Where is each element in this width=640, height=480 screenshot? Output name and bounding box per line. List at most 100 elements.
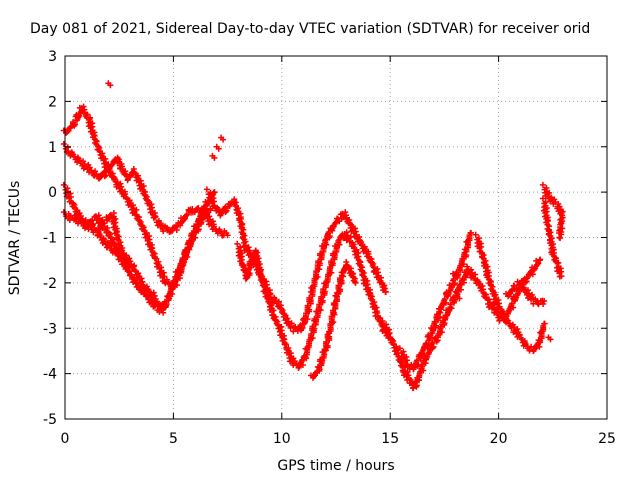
data-point	[161, 273, 168, 280]
data-point	[316, 366, 323, 373]
data-point	[326, 328, 333, 335]
data-point	[90, 220, 97, 227]
data-point	[325, 229, 332, 236]
data-point	[529, 271, 536, 278]
data-point	[439, 301, 446, 308]
data-point	[275, 298, 282, 305]
data-point	[98, 217, 105, 224]
data-point	[130, 202, 137, 209]
data-point	[469, 269, 476, 276]
data-point	[330, 223, 337, 230]
data-point	[181, 216, 188, 223]
data-point	[95, 212, 102, 219]
data-point	[514, 325, 521, 332]
data-point	[421, 344, 428, 351]
data-point	[377, 279, 384, 286]
data-point	[302, 353, 309, 360]
data-point	[184, 249, 191, 256]
data-point	[433, 322, 440, 329]
data-point	[106, 166, 113, 173]
data-point	[265, 298, 272, 305]
y-tick-label: -1	[43, 231, 57, 247]
data-point	[318, 251, 325, 258]
data-point	[464, 263, 471, 270]
data-point	[133, 206, 140, 213]
data-point	[407, 377, 414, 383]
data-point	[429, 326, 436, 333]
data-point	[311, 275, 318, 282]
data-point	[165, 292, 172, 299]
data-point	[338, 277, 345, 284]
data-point	[60, 209, 67, 216]
data-point	[382, 288, 389, 295]
data-point	[420, 367, 427, 374]
data-point	[126, 198, 133, 205]
data-point	[134, 174, 141, 181]
y-tick-label: 0	[48, 185, 57, 201]
data-point	[323, 338, 330, 345]
data-point	[338, 272, 345, 279]
data-point	[311, 325, 318, 332]
data-point	[437, 323, 444, 330]
data-point	[356, 233, 363, 240]
data-point	[507, 290, 514, 297]
y-tick-label: 3	[48, 49, 57, 65]
data-point	[115, 157, 121, 164]
data-point	[457, 262, 464, 269]
data-point	[330, 319, 337, 326]
data-point	[541, 320, 548, 327]
data-point	[475, 280, 482, 287]
data-point	[312, 372, 319, 379]
data-point	[314, 308, 321, 315]
data-point	[319, 357, 326, 364]
data-point	[223, 207, 230, 214]
data-point	[379, 318, 386, 325]
data-point	[321, 346, 328, 353]
data-point	[546, 189, 553, 196]
x-tick-label: 20	[490, 431, 508, 447]
data-point	[154, 260, 161, 267]
data-point	[429, 339, 436, 346]
data-point	[105, 167, 112, 174]
data-point	[163, 301, 170, 308]
data-point	[450, 276, 457, 283]
data-point	[151, 292, 158, 299]
data-point	[322, 236, 329, 243]
y-axis: 3 2 1 0 -1 -2 -3 -4 -5	[43, 49, 607, 428]
data-point	[70, 203, 77, 210]
data-point	[188, 236, 195, 243]
data-point	[169, 227, 176, 234]
data-point	[427, 332, 434, 339]
data-point	[139, 278, 146, 285]
data-point	[337, 286, 344, 293]
data-point	[532, 345, 539, 352]
data-point	[460, 276, 467, 283]
data-point	[224, 232, 231, 239]
data-point	[519, 281, 526, 288]
data-point	[318, 293, 325, 300]
data-point	[452, 296, 459, 303]
data-point	[246, 270, 253, 277]
data-point	[180, 259, 187, 266]
data-point	[479, 254, 486, 261]
data-point	[314, 273, 321, 280]
data-point	[220, 136, 227, 143]
data-point	[124, 257, 131, 264]
data-point	[192, 234, 199, 241]
data-point	[333, 289, 340, 296]
data-point	[448, 305, 455, 312]
data-point	[119, 247, 126, 254]
data-point	[171, 281, 178, 288]
data-point	[344, 262, 351, 269]
data-point	[442, 315, 449, 322]
data-point	[460, 261, 467, 268]
data-point	[336, 218, 343, 225]
x-tick-label: 25	[598, 431, 616, 447]
data-point	[169, 291, 176, 298]
data-point	[299, 361, 306, 368]
data-point	[331, 251, 338, 258]
data-point	[78, 218, 85, 225]
data-point	[179, 255, 186, 262]
data-point	[455, 271, 462, 278]
data-point	[126, 268, 133, 275]
